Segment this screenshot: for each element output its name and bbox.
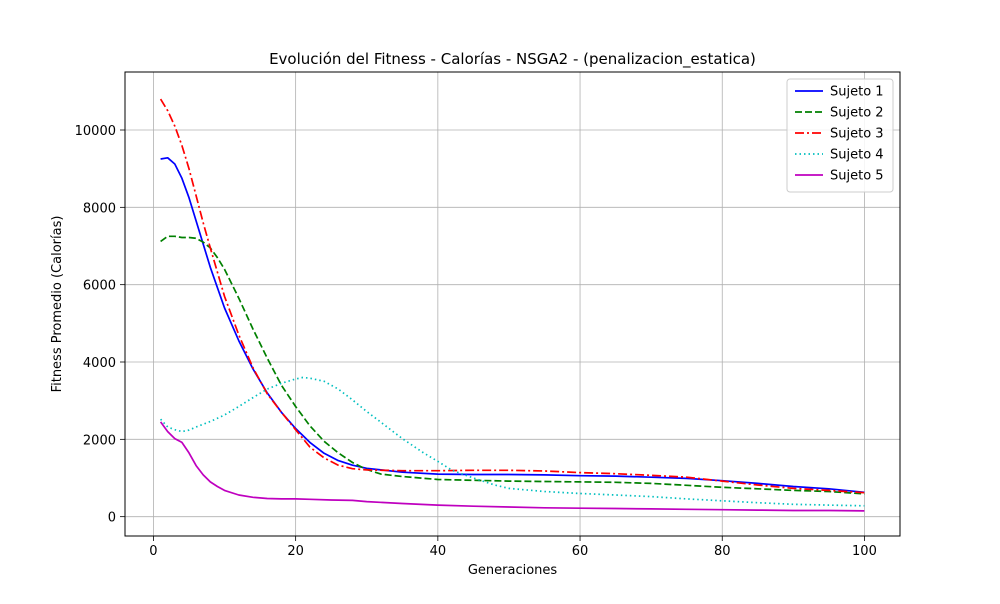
x-tick-label: 80 bbox=[714, 544, 731, 559]
y-tick-label: 10000 bbox=[75, 124, 116, 139]
y-tick-label: 4000 bbox=[83, 356, 116, 371]
legend-label-sujeto-4: Sujeto 4 bbox=[830, 148, 884, 163]
chart-title: Evolución del Fitness - Calorías - NSGA2… bbox=[269, 50, 756, 69]
legend-label-sujeto-1: Sujeto 1 bbox=[830, 85, 884, 100]
series-line-sujeto-1 bbox=[160, 156, 865, 494]
legend-box bbox=[786, 78, 894, 193]
y-axis-label: Fitness Promedio (Calorías) bbox=[50, 216, 65, 393]
legend: Sujeto 1 Sujeto 2 Sujeto 3 Sujeto 4 Sujeto 5 bbox=[786, 78, 894, 193]
y-tick-label: 8000 bbox=[83, 201, 116, 216]
legend-label-sujeto-2: Sujeto 2 bbox=[830, 106, 884, 121]
y-tick-label: 0 bbox=[108, 511, 116, 526]
y-tick-label: 6000 bbox=[83, 279, 116, 294]
series-lines bbox=[159, 98, 865, 512]
x-tick-label: 40 bbox=[430, 544, 447, 559]
x-axis-label: Generaciones bbox=[468, 563, 558, 578]
y-tick-label: 2000 bbox=[83, 433, 116, 448]
series-line-sujeto-3 bbox=[159, 98, 865, 494]
x-tick-label: 100 bbox=[852, 544, 877, 559]
x-tick-label: 60 bbox=[572, 544, 589, 559]
legend-label-sujeto-3: Sujeto 3 bbox=[830, 127, 884, 142]
legend-label-sujeto-5: Sujeto 5 bbox=[830, 169, 884, 184]
series-line-sujeto-2 bbox=[160, 235, 865, 495]
grid-lines bbox=[125, 72, 900, 536]
series-line-sujeto-5 bbox=[159, 421, 865, 512]
axis-ticks: 0 20 40 60 80 100 0 2000 4000 6000 8000 10000 bbox=[75, 124, 877, 559]
plot-area-frame bbox=[124, 71, 901, 537]
x-tick-label: 0 bbox=[149, 544, 157, 559]
x-tick-label: 20 bbox=[287, 544, 304, 559]
